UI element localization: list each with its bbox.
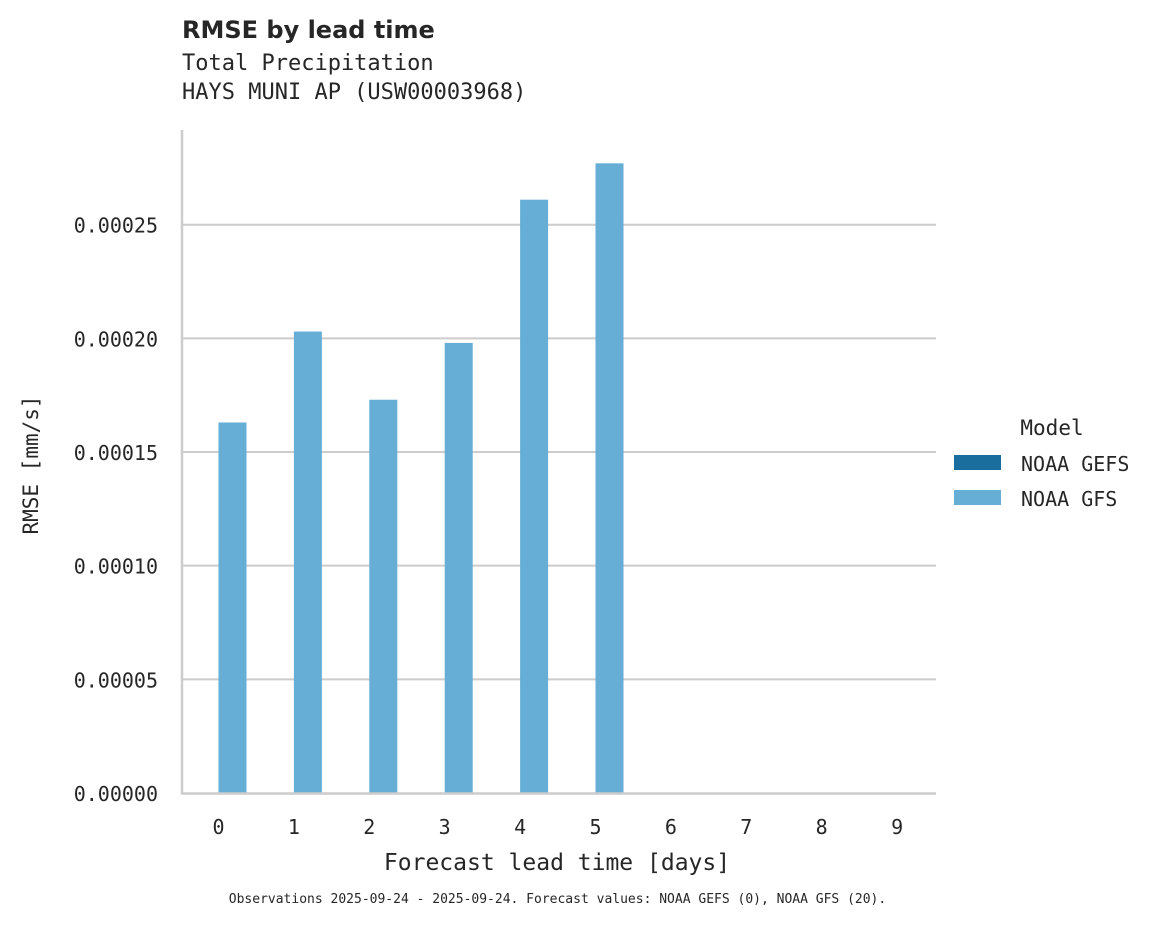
legend-label-gefs: NOAA GEFS bbox=[1021, 452, 1129, 476]
legend-swatch-gefs bbox=[954, 455, 1001, 470]
legend-label-gfs: NOAA GFS bbox=[1021, 487, 1117, 511]
legend: Model NOAA GEFS NOAA GFS bbox=[954, 416, 1129, 511]
y-tick-label: 0.00010 bbox=[74, 555, 158, 579]
legend-swatch-gfs bbox=[954, 490, 1001, 505]
y-axis-label: RMSE [mm/s] bbox=[19, 395, 43, 534]
y-tick-label: 0.00020 bbox=[74, 327, 158, 351]
x-tick-label: 4 bbox=[514, 815, 526, 839]
footer-note: Observations 2025-09-24 - 2025-09-24. Fo… bbox=[228, 892, 887, 907]
x-tick-label: 0 bbox=[212, 815, 224, 839]
y-tick-label: 0.00025 bbox=[74, 214, 158, 238]
y-tick-labels: 0.00000 0.00005 0.00010 0.00015 0.00020 0.000… bbox=[74, 214, 158, 806]
x-tick-label: 5 bbox=[589, 815, 601, 839]
x-axis-label: Forecast lead time [days] bbox=[384, 850, 730, 876]
chart-title: RMSE by lead time bbox=[182, 16, 435, 44]
x-tick-labels: 0 1 2 3 4 5 6 7 8 9 bbox=[212, 815, 903, 839]
x-tick-label: 8 bbox=[816, 815, 828, 839]
x-tick-label: 1 bbox=[288, 815, 300, 839]
chart-subtitle-station: HAYS MUNI AP (USW00003968) bbox=[182, 80, 527, 105]
bar-noaa-gfs-2 bbox=[369, 399, 398, 793]
bar-noaa-gfs-0 bbox=[218, 422, 247, 793]
bar-noaa-gfs-4 bbox=[520, 199, 549, 793]
y-tick-label: 0.00005 bbox=[74, 668, 158, 692]
x-tick-label: 3 bbox=[439, 815, 451, 839]
bar-noaa-gfs-3 bbox=[444, 342, 473, 793]
bar-noaa-gfs-5 bbox=[595, 163, 624, 793]
y-tick-label: 0.00000 bbox=[74, 782, 158, 806]
y-tick-label: 0.00015 bbox=[74, 441, 158, 465]
x-tick-label: 2 bbox=[363, 815, 375, 839]
bars bbox=[218, 163, 624, 793]
bar-noaa-gfs-1 bbox=[293, 331, 322, 793]
x-tick-label: 6 bbox=[665, 815, 677, 839]
x-tick-label: 9 bbox=[891, 815, 903, 839]
x-tick-label: 7 bbox=[740, 815, 752, 839]
chart-subtitle-variable: Total Precipitation bbox=[182, 51, 434, 76]
legend-title: Model bbox=[1020, 416, 1083, 440]
